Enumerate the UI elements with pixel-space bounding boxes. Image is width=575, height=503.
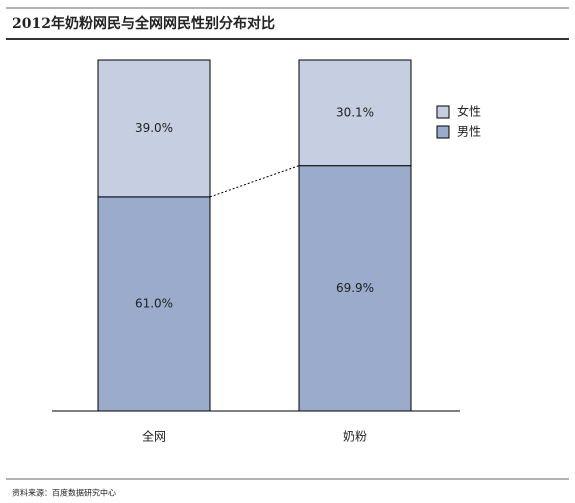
- legend-label: 男性: [457, 125, 481, 139]
- chart-title: 2012年奶粉网民与全网网民性别分布对比: [12, 15, 275, 32]
- legend-swatch: [436, 105, 450, 119]
- source-note: 资料来源：百度数据研究中心: [12, 488, 116, 498]
- bar-segment: [97, 196, 211, 412]
- value-label: 69.9%: [336, 281, 374, 295]
- x-tick-label: 奶粉: [343, 430, 367, 444]
- bar-segment: [97, 59, 211, 198]
- legend-label: 女性: [457, 104, 481, 119]
- legend-swatch: [436, 125, 450, 139]
- connector-line: [209, 165, 300, 198]
- x-tick-label: 全网: [142, 429, 166, 444]
- value-label: 61.0%: [135, 296, 173, 310]
- value-label: 30.1%: [336, 105, 374, 119]
- bar-segment: [298, 165, 412, 412]
- value-label: 39.0%: [135, 121, 173, 135]
- bar-segment: [298, 59, 412, 167]
